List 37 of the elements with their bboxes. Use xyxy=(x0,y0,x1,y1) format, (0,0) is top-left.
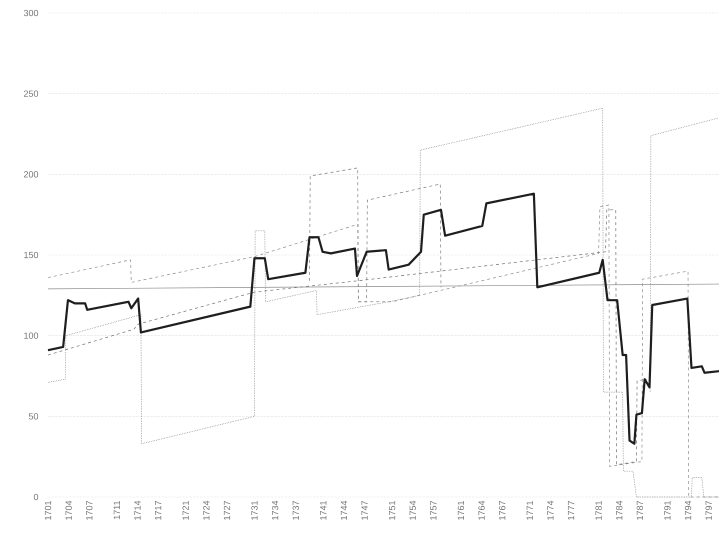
x-tick-label: 1767 xyxy=(499,500,506,520)
x-tick-label: 1781 xyxy=(595,500,602,520)
x-tick-label: 1791 xyxy=(664,500,671,520)
x-tick-label: 1724 xyxy=(203,500,210,520)
y-tick-label: 150 xyxy=(24,252,38,258)
x-tick-label: 1727 xyxy=(224,500,230,520)
y-tick-label: 50 xyxy=(28,413,38,420)
x-tick-label: 1707 xyxy=(86,500,92,520)
y-tick-label: 100 xyxy=(24,332,38,339)
x-tick-label: 1787 xyxy=(636,500,644,520)
x-tick-label: 1711 xyxy=(114,500,120,520)
y-tick-label: 200 xyxy=(24,171,38,178)
y-tick-label: 300 xyxy=(24,10,38,16)
x-tick-label: 1757 xyxy=(430,500,437,520)
x-tick-label: 1774 xyxy=(547,500,554,520)
x-tick-label: 1734 xyxy=(272,500,278,520)
x-tick-label: 1744 xyxy=(340,500,348,520)
x-tick-label: 1754 xyxy=(410,500,416,520)
x-tick-label: 1721 xyxy=(182,500,189,520)
x-tick-label: 1747 xyxy=(361,500,368,520)
y-tick-label: 0 xyxy=(34,494,38,500)
x-tick-label: 1751 xyxy=(388,500,396,520)
x-tick-label: 1797 xyxy=(706,500,712,520)
x-tick-label: 1784 xyxy=(616,500,622,520)
y-tick-label: 250 xyxy=(24,90,38,97)
x-tick-label: 1771 xyxy=(526,500,533,520)
x-tick-label: 1737 xyxy=(292,500,299,520)
x-tick-label: 1794 xyxy=(684,500,692,520)
x-tick-label: 1741 xyxy=(320,500,326,520)
x-tick-label: 1704 xyxy=(65,500,72,520)
x-tick-label: 1717 xyxy=(155,500,162,520)
x-tick-label: 1764 xyxy=(478,500,485,520)
x-tick-label: 1777 xyxy=(568,500,574,520)
x-tick-label: 1714 xyxy=(134,500,141,520)
x-tick-label: 1731 xyxy=(251,500,258,520)
x-tick-label: 1761 xyxy=(458,500,464,520)
x-tick-label: 1701 xyxy=(44,500,52,520)
